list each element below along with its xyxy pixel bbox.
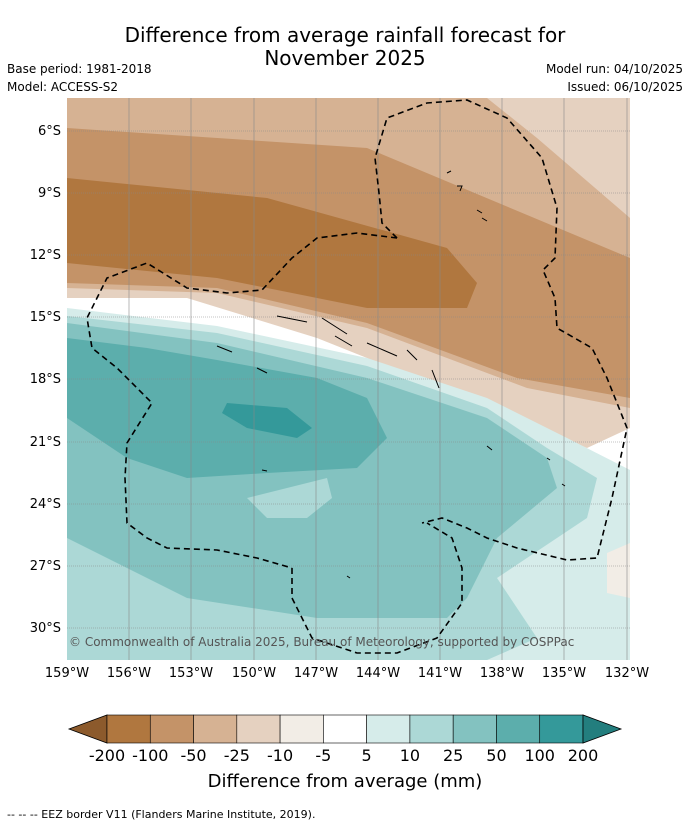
lat-label-9s: 9°S [37,186,61,201]
lat-label-27s: 27°S [29,559,61,574]
lon-label-144w: 144°W [355,666,401,681]
legend-colorbar [67,714,623,744]
island-society [216,345,268,374]
colorbar-cell [452,714,497,744]
colorbar-tick-label: 5 [361,746,372,765]
rainfall-map: © Commonwealth of Australia 2025, Bureau… [67,98,630,660]
colorbar-extend-high [582,714,623,744]
lat-label-6s: 6°S [37,124,61,139]
lon-label-141w: 141°W [417,666,463,681]
colorbar-extend-low [67,714,108,744]
lon-label-132w: 132°W [604,666,650,681]
lon-label-147w: 147°W [293,666,339,681]
eez-borders [86,99,628,654]
colorbar-cell [366,714,411,744]
lon-label-159w: 159°W [44,666,90,681]
island-tuamotu-arc [276,315,440,389]
lat-label-12s: 12°S [29,248,61,263]
colorbar-tick-label: -100 [132,746,169,765]
colorbar-tick-label: -10 [267,746,294,765]
eez-border-west [86,232,398,569]
island-austral [261,469,351,579]
model-info: Base period: 1981-2018 Model: ACCESS-S2 [7,60,152,96]
map-title: Difference from average rainfall forecas… [0,24,690,70]
colorbar-tick-label: 50 [486,746,507,765]
colorbar-cell [193,714,238,744]
eez-border-south [291,522,463,654]
lat-label-30s: 30°S [29,621,61,636]
legend-title: Difference from average (mm) [207,771,483,792]
eez-border-north [374,99,628,561]
colorbar-tick-label: -5 [315,746,332,765]
lat-label-21s: 21°S [29,435,61,450]
title-line-2: November 2025 [264,46,426,70]
copyright-notice: © Commonwealth of Australia 2025, Bureau… [69,635,574,649]
base-period: Base period: 1981-2018 [7,62,152,76]
lat-label-15s: 15°S [29,310,61,325]
lon-label-135w: 135°W [541,666,587,681]
eez-footnote: -- -- -- EEZ border V11 (Flanders Marine… [7,808,316,821]
run-info: Model run: 04/10/2025 Issued: 06/10/2025 [546,60,683,96]
lat-label-24s: 24°S [29,497,61,512]
colorbar-cell [409,714,454,744]
model-name: Model: ACCESS-S2 [7,80,119,94]
colorbar-tick-label: 200 [567,746,599,765]
colorbar-tick-label: 25 [442,746,464,765]
lat-label-18s: 18°S [29,372,61,387]
colorbar-cells [67,714,623,744]
band-plus-100 [222,403,312,438]
issued-date: Issued: 06/10/2025 [567,80,683,94]
colorbar-cell [496,714,541,744]
islands [216,170,566,579]
colorbar-tick-label: -50 [180,746,207,765]
lon-label-153w: 153°W [168,666,214,681]
band-plus-25-patch [247,478,332,518]
band-minus-100 [67,178,477,308]
colorbar-tick-label: -200 [88,746,126,765]
colorbar-cell [279,714,324,744]
colorbar-cell [323,714,367,744]
band-minus-5-east [607,543,630,598]
colorbar-cell [106,714,151,744]
lon-label-156w: 156°W [106,666,152,681]
lon-label-138w: 138°W [479,666,525,681]
colorbar-tick-label: 100 [524,746,555,765]
colorbar-cell [539,714,584,744]
model-run: Model run: 04/10/2025 [545,62,683,76]
colorbar-tick-label: 10 [399,746,421,765]
colorbar-cell [236,714,281,744]
island-east [486,445,566,487]
lon-label-150w: 150°W [231,666,277,681]
colorbar-cell [149,714,194,744]
island-marquesas [446,170,488,222]
title-line-1: Difference from average rainfall forecas… [124,23,566,47]
colorbar-tick-label: -25 [223,746,250,765]
